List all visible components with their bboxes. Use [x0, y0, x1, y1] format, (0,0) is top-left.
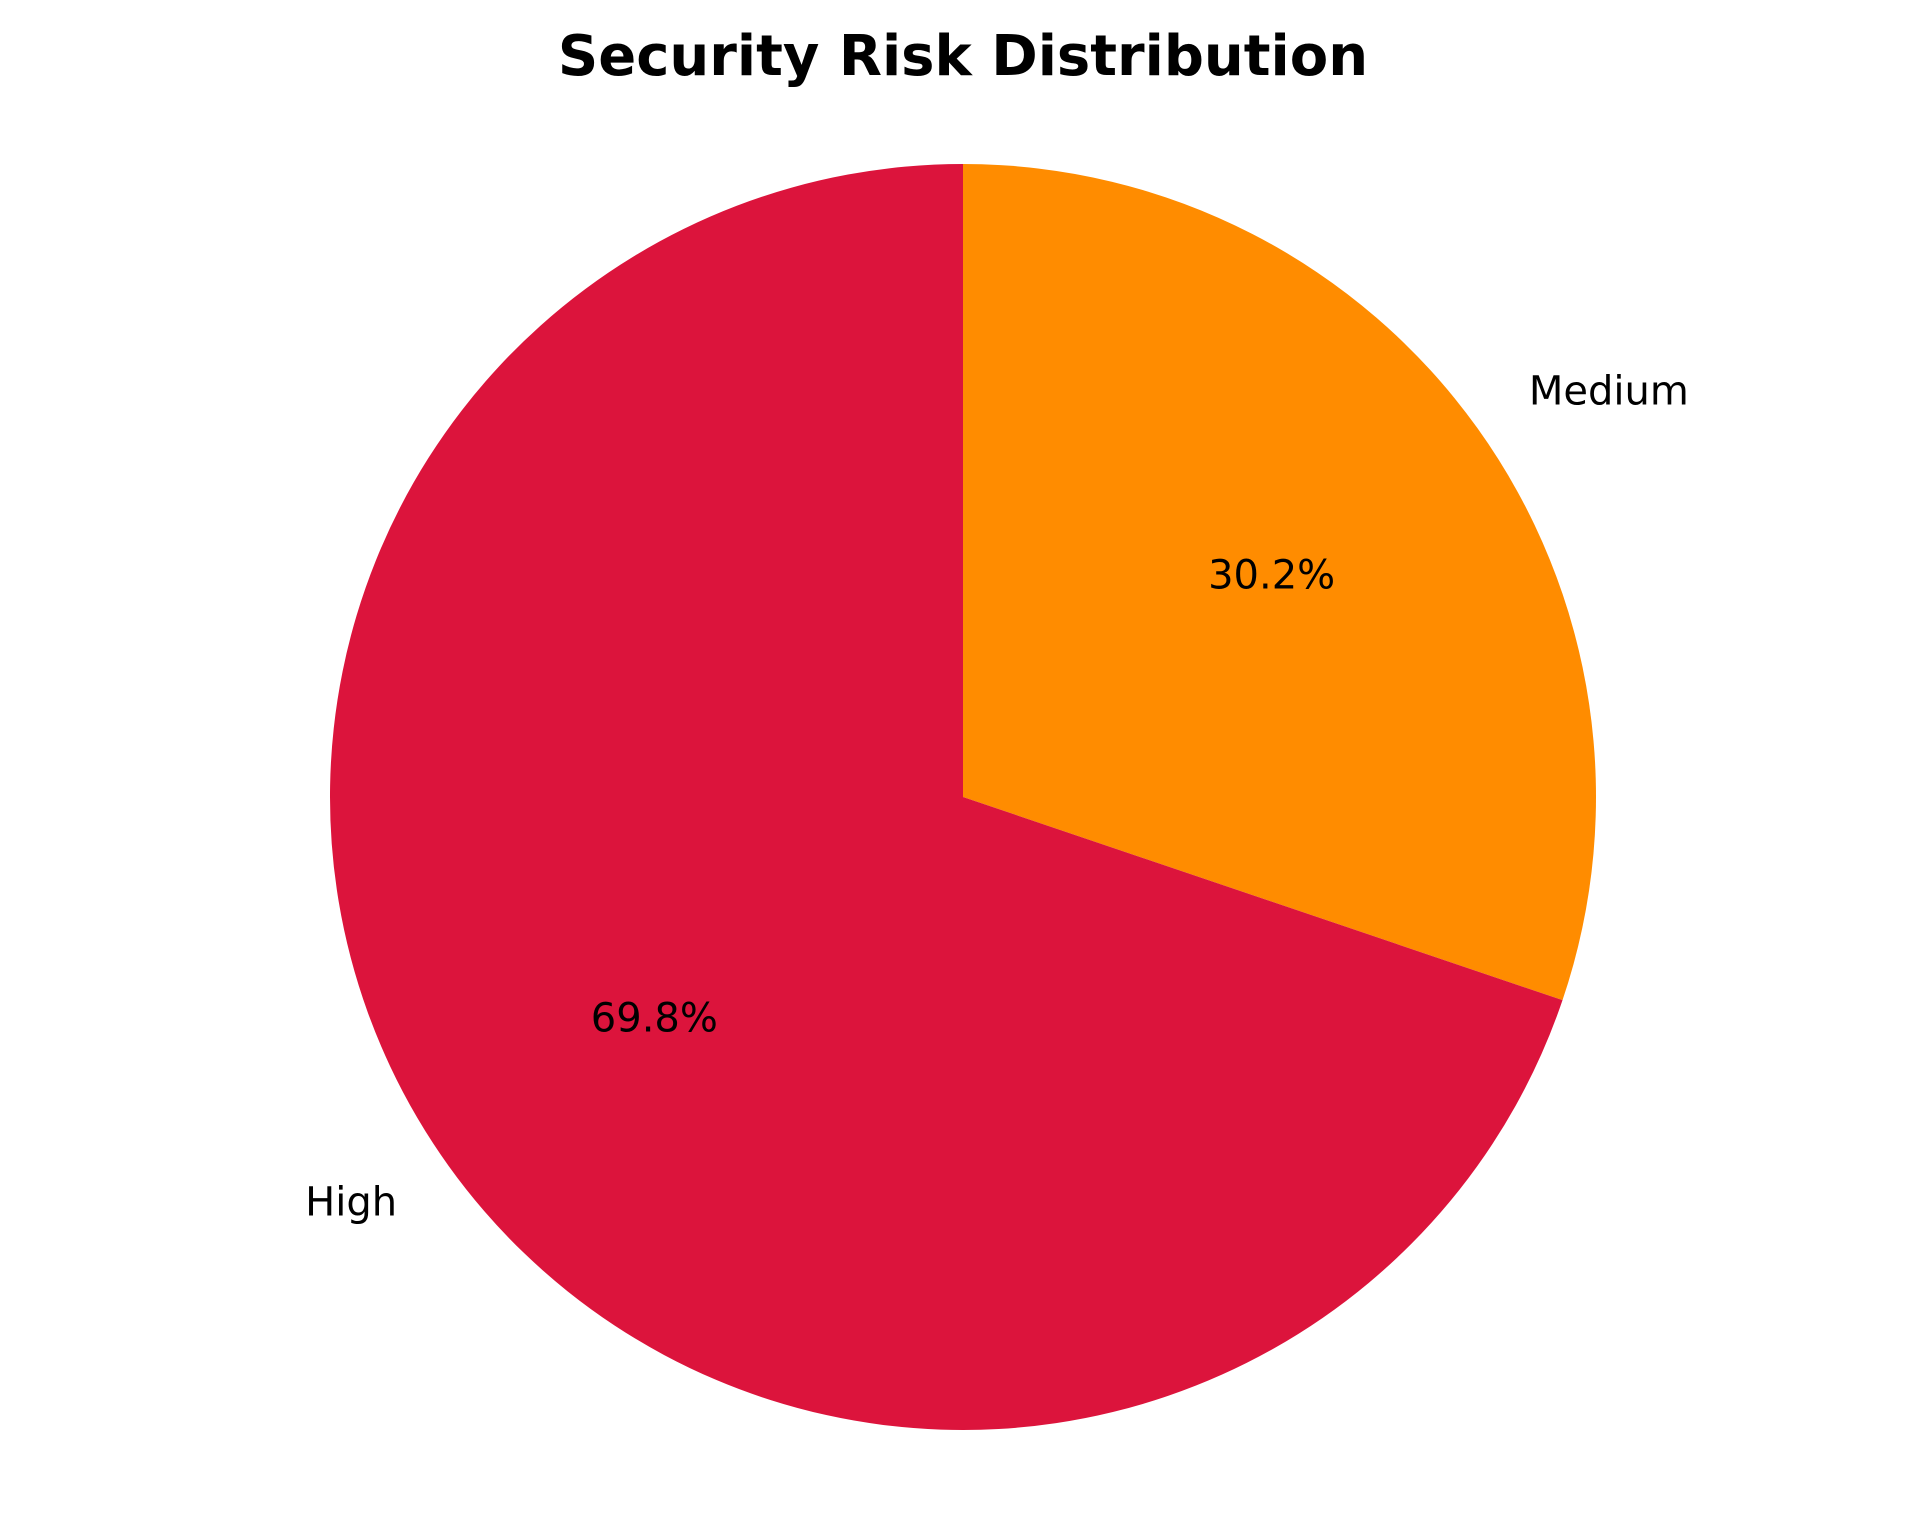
slice-label-high: High — [305, 1180, 397, 1226]
slice-label-medium: Medium — [1529, 368, 1689, 414]
pie-slice-high — [329, 164, 1563, 1431]
pie-slice-medium — [963, 164, 1596, 1001]
chart-title: Security Risk Distribution — [558, 24, 1368, 89]
pct-label-high: 69.8% — [591, 995, 718, 1041]
pct-label-medium: 30.2% — [1208, 553, 1335, 599]
pie-labels: Medium 30.2% High 69.8% — [305, 368, 1689, 1225]
pie-slices — [329, 164, 1596, 1431]
